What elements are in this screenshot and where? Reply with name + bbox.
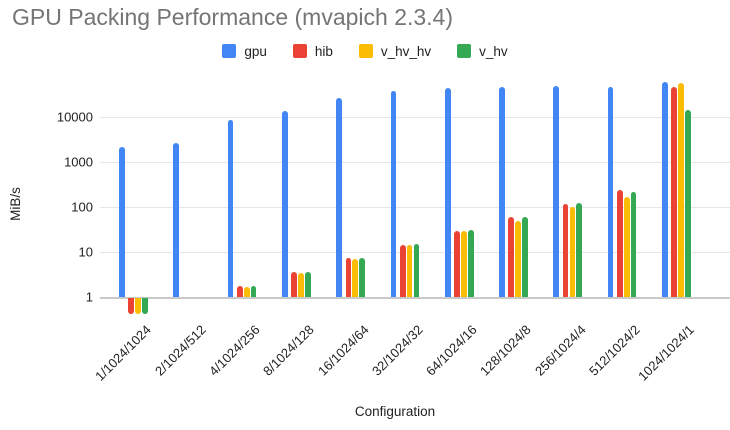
bar-hib-4/1024/256[interactable]	[236, 285, 243, 297]
x-tick-label-128/1024/8: 128/1024/8	[477, 322, 535, 379]
bar-gpu-256/1024/4[interactable]	[553, 85, 560, 297]
bar-v_hv_hv-64/1024/16[interactable]	[461, 230, 467, 297]
x-tick-label-1/1024/1024: 1/1024/1024	[92, 322, 155, 384]
legend-item-v_hv_hv: v_hv_hv	[358, 43, 432, 59]
bar-hib-1/1024/1024[interactable]	[128, 298, 135, 314]
x-tick-label-4/1024/256: 4/1024/256	[205, 322, 263, 379]
x-tick-label-2/1024/512: 2/1024/512	[151, 322, 209, 379]
bar-gpu-1024/1024/1[interactable]	[662, 81, 668, 297]
gridline-1000	[100, 162, 730, 163]
bar-v_hv_hv-256/1024/4[interactable]	[569, 207, 576, 297]
legend-swatch-v_hv_hv	[358, 44, 373, 58]
legend-swatch-v_hv	[457, 44, 472, 58]
bar-gpu-2/1024/512[interactable]	[173, 142, 180, 297]
y-tick-label-1: 1	[85, 289, 93, 305]
bar-gpu-512/1024/2[interactable]	[607, 87, 614, 297]
x-tick-label-64/1024/16: 64/1024/16	[423, 322, 480, 379]
bar-gpu-1/1024/1024[interactable]	[119, 146, 125, 297]
bar-gpu-64/1024/16[interactable]	[444, 87, 451, 297]
bar-v_hv-16/1024/64[interactable]	[359, 258, 365, 297]
bar-v_hv_hv-1/1024/1024[interactable]	[135, 298, 141, 314]
x-tick-label-1024/1024/1: 1024/1024/1	[635, 322, 698, 384]
legend-item-v_hv: v_hv	[457, 44, 508, 59]
legend-item-hib: hib	[292, 43, 333, 59]
x-tick-label-32/1024/32: 32/1024/32	[368, 322, 426, 379]
bar-gpu-128/1024/8[interactable]	[499, 86, 505, 297]
gridline-1	[100, 297, 730, 299]
legend-swatch-hib	[292, 44, 307, 58]
y-axis-title: MiB/s	[8, 187, 23, 221]
chart-title: GPU Packing Performance (mvapich 2.3.4)	[12, 4, 454, 30]
y-tick-label-100: 100	[71, 199, 93, 215]
bar-v_hv-8/1024/128[interactable]	[304, 271, 311, 297]
y-tick-label-10000: 10000	[56, 109, 93, 125]
bar-v_hv_hv-16/1024/64[interactable]	[352, 258, 359, 297]
bar-v_hv_hv-32/1024/32[interactable]	[406, 244, 413, 297]
bar-gpu-4/1024/256[interactable]	[227, 120, 234, 297]
bar-hib-8/1024/128[interactable]	[291, 271, 297, 297]
bar-hib-16/1024/64[interactable]	[345, 258, 352, 297]
gridline-100	[100, 207, 730, 208]
bar-hib-256/1024/4[interactable]	[562, 203, 569, 297]
legend-label: gpu	[244, 43, 267, 59]
legend-label: hib	[314, 43, 333, 59]
legend-label: v_hv_hv	[380, 43, 432, 59]
bar-gpu-16/1024/64[interactable]	[336, 98, 342, 297]
bar-v_hv_hv-8/1024/128[interactable]	[298, 272, 304, 297]
bar-gpu-32/1024/32[interactable]	[390, 90, 397, 297]
bar-gpu-8/1024/128[interactable]	[281, 111, 288, 297]
x-tick-label-512/1024/2: 512/1024/2	[586, 322, 643, 379]
legend-swatch-gpu	[222, 44, 237, 58]
y-tick-label-10: 10	[78, 244, 93, 260]
x-tick-label-16/1024/64: 16/1024/64	[314, 322, 372, 379]
x-tick-label-8/1024/128: 8/1024/128	[260, 322, 317, 379]
chart-legend: gpu hib v_hv_hv v_hv	[0, 42, 730, 60]
bar-hib-1024/1024/1[interactable]	[671, 86, 678, 297]
bar-v_hv_hv-512/1024/2[interactable]	[623, 197, 630, 297]
bar-v_hv-512/1024/2[interactable]	[630, 192, 637, 297]
x-axis-title: Configuration	[354, 404, 436, 419]
bar-v_hv-32/1024/32[interactable]	[413, 244, 420, 297]
bar-v_hv-1024/1024/1[interactable]	[685, 110, 691, 297]
bar-v_hv_hv-4/1024/256[interactable]	[243, 286, 250, 297]
gridline-10000	[100, 117, 730, 118]
bar-hib-64/1024/16[interactable]	[454, 230, 460, 297]
bar-hib-32/1024/32[interactable]	[399, 244, 406, 297]
bar-v_hv-4/1024/256[interactable]	[250, 285, 257, 297]
bar-hib-128/1024/8[interactable]	[508, 217, 515, 297]
x-tick-label-256/1024/4: 256/1024/4	[531, 322, 589, 379]
legend-item-gpu: gpu	[222, 44, 267, 59]
bar-v_hv_hv-1024/1024/1[interactable]	[678, 82, 684, 297]
bar-v_hv-128/1024/8[interactable]	[522, 216, 528, 297]
bar-v_hv_hv-128/1024/8[interactable]	[515, 220, 522, 297]
bar-v_hv-1/1024/1024[interactable]	[142, 298, 148, 314]
legend-label: v_hv	[479, 43, 508, 59]
bar-v_hv-64/1024/16[interactable]	[467, 229, 474, 297]
y-tick-label-1000: 1000	[64, 154, 93, 170]
bar-v_hv-256/1024/4[interactable]	[576, 202, 583, 297]
bar-hib-512/1024/2[interactable]	[617, 190, 623, 297]
